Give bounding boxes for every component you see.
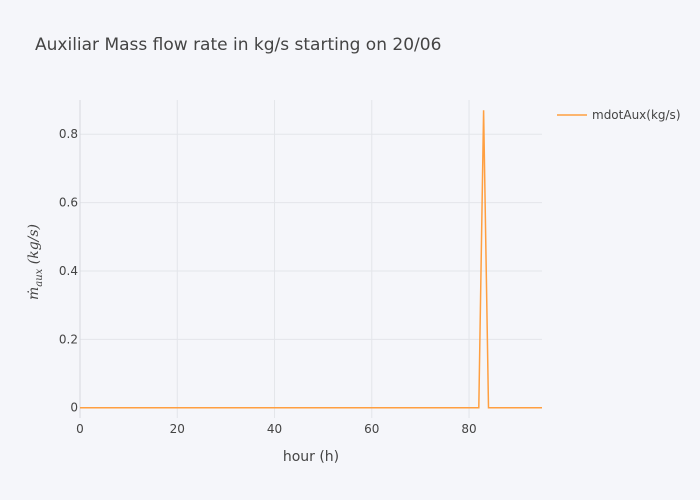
chart-title: Auxiliar Mass flow rate in kg/s starting… — [35, 35, 441, 55]
legend[interactable]: mdotAux(kg/s) — [557, 108, 681, 122]
y-tick-label: 0.8 — [59, 127, 78, 141]
series-layer — [80, 110, 542, 409]
y-tick-label: 0.4 — [59, 264, 78, 278]
y-tick-label: 0.6 — [59, 196, 78, 210]
y-tick-label: 0 — [70, 401, 78, 415]
x-tick-label: 40 — [267, 422, 282, 436]
x-tick-label: 80 — [461, 422, 476, 436]
x-axis-label: hour (h) — [283, 449, 339, 465]
series-line-0 — [80, 110, 542, 409]
legend-item-label[interactable]: mdotAux(kg/s) — [592, 108, 681, 122]
y-axis-label: ṁaux (kg/s) — [26, 224, 45, 300]
x-tick-label: 20 — [170, 422, 185, 436]
y-axis-ticks: 0 0.2 0.4 0.6 0.8 — [59, 127, 78, 415]
x-axis-ticks: 0 20 40 60 80 — [76, 422, 477, 436]
x-tick-label: 0 — [76, 422, 84, 436]
grid — [79, 100, 542, 418]
y-tick-label: 0.2 — [59, 332, 78, 346]
x-tick-label: 60 — [364, 422, 379, 436]
y-axis-label-text: ṁaux (kg/s) — [26, 224, 45, 300]
